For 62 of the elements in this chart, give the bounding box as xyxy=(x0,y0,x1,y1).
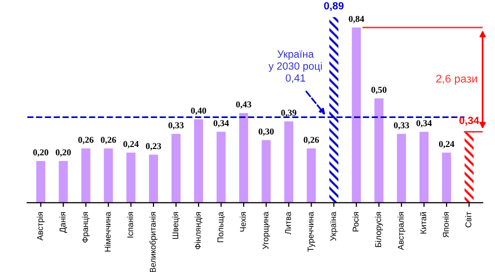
annotation: 2,6 рази xyxy=(436,74,477,85)
x-tick-label: Китай xyxy=(420,212,426,234)
bar xyxy=(262,140,271,203)
data-label: 0,34 xyxy=(214,120,229,128)
x-tick-label: Австрія xyxy=(36,212,45,241)
data-label: 0,23 xyxy=(146,143,162,150)
bar xyxy=(148,154,158,203)
x-tick-label: Німеччина xyxy=(104,212,111,252)
x-tick-label: Данія xyxy=(59,212,68,233)
annotation: Україна у 2030 році 0,41 xyxy=(268,50,322,83)
data-label: 0,30 xyxy=(258,128,274,136)
data-label: 0,43 xyxy=(236,101,252,109)
data-label: 0,39 xyxy=(281,110,296,118)
bar xyxy=(81,148,90,203)
bar xyxy=(104,148,113,203)
bar xyxy=(239,112,248,203)
x-tick-label: Польща xyxy=(218,212,225,242)
x-tick-label: Іспанія xyxy=(127,212,134,238)
x-tick-label: Світ xyxy=(465,212,472,228)
data-label: 0,84 xyxy=(348,16,364,24)
data-label: 0,26 xyxy=(78,136,94,144)
x-tick-label: Туреччина xyxy=(308,212,316,252)
bar xyxy=(284,121,294,203)
bar xyxy=(464,132,474,203)
data-label: 0,26 xyxy=(304,136,319,144)
bar xyxy=(420,132,429,203)
bar xyxy=(374,98,384,203)
bar xyxy=(58,160,68,203)
x-tick-label: Литва xyxy=(285,212,291,234)
x-tick-label: Білорусія xyxy=(375,212,383,248)
bar xyxy=(396,134,406,203)
data-label: 0,34 xyxy=(459,116,480,126)
bar xyxy=(306,148,316,203)
data-label: 0,34 xyxy=(416,120,432,128)
bar xyxy=(442,152,452,203)
bar xyxy=(352,27,361,203)
data-label: 0,20 xyxy=(33,149,48,157)
data-label: 0,50 xyxy=(371,86,386,94)
data-label: 0,33 xyxy=(394,122,410,130)
bar xyxy=(36,160,46,203)
data-label: 0,40 xyxy=(191,108,206,115)
bar xyxy=(216,132,226,203)
x-tick-label: Чехія xyxy=(240,212,246,232)
x-tick-label: Угорщина xyxy=(262,212,270,250)
bar xyxy=(172,134,181,203)
x-tick-label: Японія xyxy=(442,212,449,238)
x-tick-label: Швеція xyxy=(172,212,180,239)
x-tick-label: Фінляндія xyxy=(194,212,202,250)
data-label: 0,24 xyxy=(439,140,454,148)
data-label: 0,33 xyxy=(168,122,184,130)
bar xyxy=(194,119,204,203)
x-tick-label: Великобританія xyxy=(150,212,158,272)
data-label: 0,20 xyxy=(56,149,71,157)
x-tick-label: Україна xyxy=(330,212,338,241)
x-tick-label: Росія xyxy=(352,212,359,232)
bar xyxy=(126,152,136,203)
x-tick-label: Австралія xyxy=(398,212,406,250)
data-label: 0,89 xyxy=(324,2,344,11)
bar xyxy=(329,17,338,203)
x-tick-label: Франція xyxy=(82,212,90,243)
data-label: 0,24 xyxy=(123,140,139,148)
data-label: 0,26 xyxy=(100,136,116,144)
